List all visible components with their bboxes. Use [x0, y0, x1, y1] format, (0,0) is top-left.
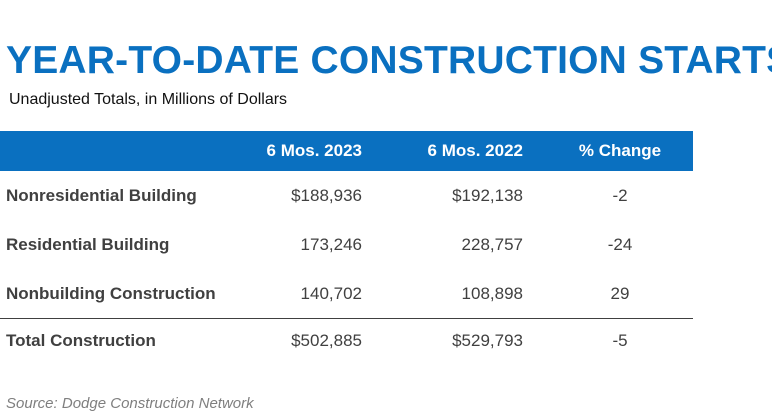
cell-2022: $192,138	[452, 186, 523, 205]
total-change: -5	[612, 331, 628, 350]
cell-change: -24	[607, 235, 633, 254]
row-label: Residential Building	[6, 235, 170, 254]
total-label: Total Construction	[6, 331, 156, 350]
cell-change: 29	[610, 284, 630, 303]
cell-2023: $188,936	[291, 186, 362, 205]
column-header-2022: 6 Mos. 2022	[427, 141, 523, 160]
table-row: Residential Building 173,246 228,757 -24	[0, 220, 693, 269]
table-row: Nonbuilding Construction 140,702 108,898…	[0, 269, 693, 318]
cell-2022: 108,898	[461, 284, 523, 303]
total-row: Total Construction $502,885 $529,793 -5	[0, 319, 693, 365]
cell-2023: 140,702	[300, 284, 362, 303]
total-divider	[0, 318, 693, 319]
table-header-row: 6 Mos. 2023 6 Mos. 2022 % Change	[0, 131, 693, 171]
total-2022: $529,793	[452, 331, 523, 350]
column-header-change: % Change	[578, 141, 662, 160]
source-note: Source: Dodge Construction Network	[6, 395, 254, 412]
cell-2022: 228,757	[461, 235, 523, 254]
row-label: Nonbuilding Construction	[6, 284, 216, 303]
cell-2023: 173,246	[300, 235, 362, 254]
column-header-2023: 6 Mos. 2023	[266, 141, 362, 160]
page-title: YEAR-TO-DATE CONSTRUCTION STARTS	[6, 39, 772, 82]
total-2023: $502,885	[291, 331, 362, 350]
table-row: Nonresidential Building $188,936 $192,13…	[0, 171, 693, 220]
page-subtitle: Unadjusted Totals, in Millions of Dollar…	[9, 91, 288, 108]
cell-change: -2	[612, 186, 628, 205]
construction-starts-table: 6 Mos. 2023 6 Mos. 2022 % Change Nonresi…	[0, 131, 693, 365]
row-label: Nonresidential Building	[6, 186, 197, 205]
